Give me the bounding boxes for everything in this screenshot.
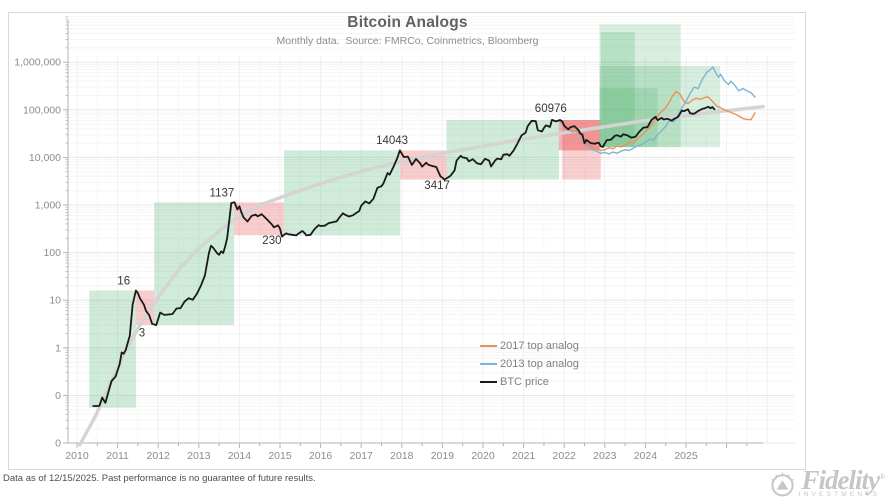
chart-subtitle: Monthly data. Source: FMRCo, Coinmetrics…: [276, 35, 539, 47]
legend-label-2017-analog: 2017 top analog: [500, 340, 579, 352]
svg-text:2010: 2010: [65, 450, 89, 462]
svg-text:3: 3: [139, 328, 145, 340]
legend-swatch-btc-price: [480, 381, 497, 383]
fidelity-investments-label: INVESTMENTS: [798, 490, 880, 498]
footnote: Data as of 12/15/2025. Past performance …: [3, 473, 316, 484]
legend-label-2013-analog: 2013 top analog: [500, 358, 579, 370]
legend-item-2017-analog: 2017 top analog: [480, 337, 579, 355]
svg-text:3417: 3417: [424, 180, 450, 192]
svg-text:2015: 2015: [268, 450, 292, 462]
svg-text:2024: 2024: [634, 450, 658, 462]
svg-text:2013: 2013: [187, 450, 211, 462]
fidelity-logo: Fidelity® INVESTMENTS: [769, 464, 885, 499]
svg-text:1: 1: [55, 342, 61, 354]
legend-label-btc-price: BTC price: [500, 376, 549, 388]
svg-text:2022: 2022: [553, 450, 577, 462]
svg-text:2017: 2017: [350, 450, 374, 462]
svg-text:100: 100: [43, 247, 61, 259]
svg-text:2016: 2016: [309, 450, 333, 462]
legend-item-2013-analog: 2013 top analog: [480, 355, 579, 373]
svg-text:2012: 2012: [147, 450, 171, 462]
fidelity-wordmark: Fidelity®: [801, 464, 885, 495]
svg-text:60976: 60976: [535, 103, 567, 115]
svg-text:0: 0: [55, 438, 61, 450]
svg-text:230: 230: [262, 235, 281, 247]
svg-text:1,000: 1,000: [35, 200, 61, 212]
chart-title: Bitcoin Analogs: [347, 14, 468, 31]
svg-text:2011: 2011: [106, 450, 129, 462]
svg-text:0: 0: [55, 390, 61, 402]
svg-text:1,000,000: 1,000,000: [14, 57, 61, 69]
svg-text:14043: 14043: [376, 135, 408, 147]
svg-text:2018: 2018: [390, 450, 414, 462]
svg-text:2020: 2020: [471, 450, 495, 462]
legend: 2017 top analog 2013 top analog BTC pric…: [480, 337, 579, 391]
legend-swatch-2013-analog: [480, 363, 497, 365]
svg-text:1137: 1137: [210, 187, 235, 199]
svg-text:2014: 2014: [228, 450, 252, 462]
legend-swatch-2017-analog: [480, 345, 497, 347]
svg-text:100,000: 100,000: [23, 104, 61, 116]
svg-text:2019: 2019: [431, 450, 455, 462]
svg-text:2025: 2025: [674, 450, 698, 462]
chart-frame: [8, 12, 806, 470]
svg-text:10,000: 10,000: [29, 152, 61, 164]
svg-text:16: 16: [117, 275, 130, 287]
fidelity-pyramid-icon: [770, 472, 794, 496]
registered-mark-icon: ®: [879, 471, 885, 481]
svg-text:2023: 2023: [593, 450, 617, 462]
legend-item-btc-price: BTC price: [480, 373, 579, 391]
svg-text:2021: 2021: [512, 450, 536, 462]
svg-text:10: 10: [49, 295, 61, 307]
